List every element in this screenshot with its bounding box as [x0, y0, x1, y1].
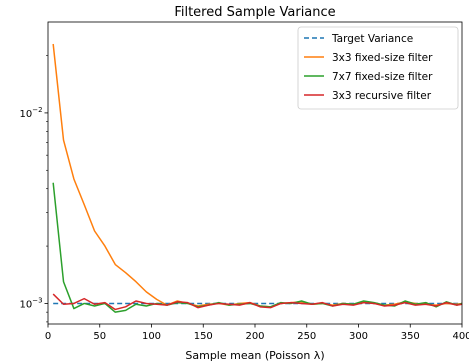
y-tick-label: 10−2: [19, 106, 42, 120]
legend: Target Variance 3x3 fixed-size filter 7x7 …: [297, 26, 459, 110]
x-tick-label: 350: [401, 331, 420, 342]
x-tick-label: 300: [349, 331, 368, 342]
x-tick-label: 100: [142, 331, 161, 342]
x-axis-label: Sample mean (Poisson λ): [185, 349, 324, 362]
legend-label-4: 3x3 recursive filter: [332, 90, 432, 102]
x-tick-label: 50: [93, 331, 106, 342]
x-tick-label: 150: [194, 331, 213, 342]
legend-label-1: Target Variance: [331, 33, 413, 45]
axes: 0 50 100 150 200 250 300 350 400 10−3 10−2: [19, 55, 469, 342]
legend-label-2: 3x3 fixed-size filter: [332, 52, 433, 64]
x-tick-label: 200: [245, 331, 264, 342]
series-line-4: [52, 293, 463, 311]
y-tick-label: 10−3: [19, 296, 42, 310]
legend-box: [297, 26, 459, 110]
legend-label-3: 7x7 fixed-size filter: [332, 71, 433, 83]
x-tick-label: 400: [452, 331, 469, 342]
x-tick-label: 0: [45, 331, 51, 342]
plot-series: [52, 43, 463, 313]
x-tick-label: 250: [297, 331, 316, 342]
chart-title: Filtered Sample Variance: [174, 5, 335, 20]
